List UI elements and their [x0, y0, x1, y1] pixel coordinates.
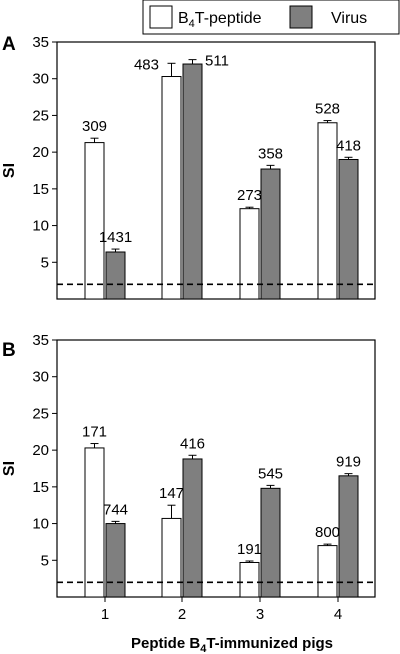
panel-b-bar-virus	[260, 487, 281, 598]
panel-b: B SI 5 10 15 20 25 30 35 171 147 191 800 744 416 545 919…	[1, 332, 376, 623]
panel-a-plot-frame	[56, 41, 376, 300]
panel-b-bar-b4t-peptide	[317, 545, 338, 598]
panel-b-data-label: 191	[237, 541, 262, 558]
panel-b-y-tick-label: 5	[41, 552, 49, 569]
panel-b-bar-virus	[182, 458, 203, 598]
x-tick-label: 4	[334, 606, 342, 623]
panel-a-data-label: 358	[258, 145, 283, 162]
x-tick-label: 3	[256, 606, 264, 623]
x-tick-label: 1	[101, 606, 109, 623]
panel-a-y-tick-label: 30	[32, 71, 49, 88]
panel-a-y-tick-label: 35	[32, 34, 49, 51]
panel-a-y-tick-label: 15	[32, 181, 49, 198]
panel-b-letter: B	[2, 340, 16, 361]
panel-a-data-label: 528	[315, 101, 340, 118]
panel-a-bar-b4t-peptide	[161, 76, 182, 300]
panel-a-bar-b4t-peptide	[84, 142, 105, 300]
x-axis-label: Peptide B4T-immunized pigs	[131, 635, 333, 654]
panel-b-bar-b4t-peptide	[84, 447, 105, 598]
panel-a-data-label: 483	[134, 56, 159, 73]
panel-b-y-tick-label: 20	[32, 442, 49, 459]
panel-a-bar-virus	[338, 158, 359, 300]
legend-swatch-b4t-peptide	[149, 5, 173, 29]
panel-b-bar-b4t-peptide	[161, 517, 182, 598]
panel-b-y-tick-label: 35	[32, 332, 49, 349]
panel-b-y-axis-label: SI	[1, 461, 18, 476]
panel-a-bar-virus	[182, 63, 203, 300]
legend-swatch-virus	[289, 5, 313, 29]
panel-b-bar-virus	[338, 475, 359, 598]
panel-a-bar-virus	[105, 251, 126, 300]
panel-a-data-label: 309	[82, 118, 107, 135]
panel-b-y-tick-label: 15	[32, 479, 49, 496]
panel-a-data-label: 1431	[99, 229, 132, 246]
panel-a-y-tick-label: 20	[32, 144, 49, 161]
panel-a-bar-b4t-peptide	[239, 208, 260, 300]
panel-a-data-label: 418	[336, 137, 361, 154]
panel-a-letter: A	[2, 34, 16, 55]
panel-b-data-label: 800	[315, 524, 340, 541]
panel-b-data-label: 744	[103, 501, 128, 518]
panel-b-data-label: 416	[180, 435, 205, 452]
legend: B4T-peptide Virus	[142, 0, 400, 35]
panel-a-bar-virus	[260, 168, 281, 300]
panel-b-data-label: 919	[336, 454, 361, 471]
legend-label-virus: Virus	[331, 10, 367, 27]
panel-b-y-tick-label: 30	[32, 369, 49, 386]
panel-b-data-label: 147	[159, 485, 184, 502]
panel-b-y-tick-label: 10	[32, 516, 49, 533]
x-tick-label: 2	[178, 606, 186, 623]
panel-b-bar-b4t-peptide	[239, 561, 260, 598]
panel-a-bar-b4t-peptide	[317, 122, 338, 300]
panel-a-y-tick-label: 25	[32, 107, 49, 124]
legend-frame	[142, 0, 400, 35]
panel-a-y-axis-label: SI	[1, 163, 18, 178]
panel-b-plot-frame	[56, 339, 376, 598]
panel-b-y-tick-label: 25	[32, 405, 49, 422]
panel-a-data-label: 511	[205, 53, 229, 70]
panel-b-data-label: 545	[258, 465, 283, 482]
panel-a-y-tick-label: 10	[32, 218, 49, 235]
panel-a-y-tick-label: 5	[41, 254, 49, 271]
panel-b-data-label: 171	[82, 424, 107, 441]
legend-label-b4t-peptide: B4T-peptide	[178, 10, 262, 30]
panel-b-bar-virus	[105, 523, 126, 598]
panel-a-data-label: 273	[237, 187, 262, 204]
panel-a: A SI 5 10 15 20 25 30 35 309 483 273 528 1431 511 358 41…	[1, 34, 376, 300]
